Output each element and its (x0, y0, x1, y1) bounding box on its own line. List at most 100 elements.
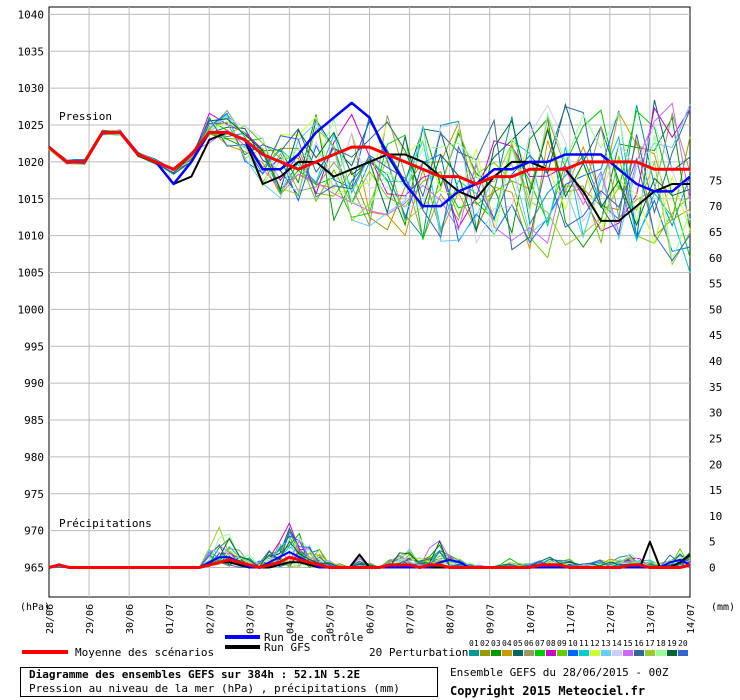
y-tick-label-left: 1000 (18, 303, 45, 316)
x-tick-label: 13/07 (646, 604, 657, 634)
y-tick-label-right: 65 (709, 226, 722, 239)
perturbation-legend-swatch (480, 650, 490, 656)
perturbation-legend-id: 14 (612, 639, 622, 648)
perturbation-legend-id: 18 (656, 639, 666, 648)
perturbation-legend-id: 03 (491, 639, 501, 648)
perturbation-legend: 01 02 03 04 05 06 07 08 09 10 11 12 13 14 15 16 17 18 19 20 (469, 639, 688, 656)
right-axis-unit: (mm) (711, 602, 735, 613)
x-tick-label: 14/07 (686, 604, 697, 634)
x-tick-label: 29/06 (85, 604, 96, 634)
perturbation-legend-swatch (634, 650, 644, 656)
x-tick-label: 08/07 (446, 604, 457, 634)
perturbation-legend-id: 19 (667, 639, 677, 648)
perturbation-legend-id: 11 (579, 639, 589, 648)
y-tick-label-right: 55 (709, 278, 722, 291)
x-tick-label: 12/07 (606, 604, 617, 634)
x-tick-label: 03/07 (245, 604, 256, 634)
main-series (48, 101, 691, 569)
legend-mean-label: Moyenne des scénarios (75, 646, 214, 659)
y-tick-label-right: 15 (709, 484, 722, 497)
y-tick-label-right: 5 (709, 536, 716, 549)
y-tick-label-right: 10 (709, 510, 722, 523)
x-tick-label: 01/07 (165, 604, 176, 634)
y-tick-label-left: 995 (24, 340, 44, 353)
x-tick-label: 06/07 (366, 604, 377, 634)
perturbation-legend-id: 08 (546, 639, 556, 648)
y-tick-label-right: 70 (709, 200, 722, 213)
perturbation-legend-id: 12 (590, 639, 600, 648)
x-tick-label: 02/07 (205, 604, 216, 634)
y-tick-label-left: 965 (24, 562, 44, 575)
y-tick-label-left: 980 (24, 451, 44, 464)
y-tick-label-left: 1010 (18, 230, 45, 243)
chart-title: Diagramme des ensembles GEFS sur 384h : … (29, 668, 361, 681)
legend-gfs-label: Run GFS (264, 641, 310, 654)
y-tick-label-right: 30 (709, 407, 722, 420)
y-tick-label-left: 985 (24, 414, 44, 427)
x-tick-label: 11/07 (566, 604, 577, 634)
legend-control-label: Run de contrôle (264, 631, 363, 644)
y-tick-label-right: 45 (709, 329, 722, 342)
y-tick-label-left: 1040 (18, 8, 45, 21)
perturbation-legend-id: 16 (634, 639, 644, 648)
legend: Run de contrôle Run GFS Moyenne des scén… (22, 631, 688, 659)
x-tick-label: 28/06 (45, 604, 56, 634)
perturbation-legend-swatch (502, 650, 512, 656)
y-tick-label-right: 25 (709, 432, 722, 445)
y-tick-label-right: 60 (709, 252, 722, 265)
perturbation-legend-swatch (557, 650, 567, 656)
perturbation-legend-swatch (579, 650, 589, 656)
perturbation-legend-swatch (645, 650, 655, 656)
y-tick-label-left: 1035 (18, 45, 45, 58)
x-tick-label: 10/07 (526, 604, 537, 634)
perturbation-legend-id: 20 (678, 639, 688, 648)
perturbation-legend-swatch (623, 650, 633, 656)
y-tick-label-left: 1005 (18, 267, 45, 280)
perturbation-legend-swatch (491, 650, 501, 656)
x-tick-label: 04/07 (285, 604, 296, 634)
x-axis-ticks: 28/06 29/06 30/06 01/07 02/07 03/07 04/07 05/07… (45, 604, 697, 634)
perturbation-legend-id: 07 (535, 639, 545, 648)
perturbation-legend-swatch (513, 650, 523, 656)
y-tick-label-right: 50 (709, 303, 722, 316)
y-tick-label-right: 75 (709, 174, 722, 187)
y-tick-label-left: 1030 (18, 82, 45, 95)
perturbation-legend-id: 04 (502, 639, 512, 648)
perturbation-legend-id: 01 (469, 639, 479, 648)
y-tick-label-right: 35 (709, 381, 722, 394)
info-box: Diagramme des ensembles GEFS sur 384h : … (20, 667, 438, 697)
pressure-label: Pression (59, 110, 112, 123)
ensemble-chart: 1040103510301025102010151010100510009959… (17, 6, 736, 659)
perturbation-legend-swatch (656, 650, 666, 656)
mean-precip-line (48, 555, 691, 569)
legend-perturbations-label: 20 Perturbations (369, 646, 475, 659)
y-tick-label-left: 1020 (18, 156, 45, 169)
y-axis-ticks: 1040103510301025102010151010100510009959… (18, 8, 723, 574)
perturbation-legend-swatch (667, 650, 677, 656)
perturbation-legend-swatch (612, 650, 622, 656)
y-tick-label-left: 1015 (18, 193, 45, 206)
perturbation-legend-swatch (568, 650, 578, 656)
y-tick-label-right: 20 (709, 458, 722, 471)
x-tick-label: 05/07 (325, 604, 336, 634)
perturbation-legend-swatch (590, 650, 600, 656)
y-tick-label-left: 990 (24, 377, 44, 390)
x-tick-label: 09/07 (486, 604, 497, 634)
perturbation-legend-id: 09 (557, 639, 567, 648)
x-tick-label: 07/07 (406, 604, 417, 634)
copyright: Copyright 2015 Meteociel.fr (450, 684, 646, 698)
perturbation-legend-swatch (469, 650, 479, 656)
perturbation-legend-id: 02 (480, 639, 490, 648)
perturbation-legend-id: 05 (513, 639, 523, 648)
y-tick-label-left: 975 (24, 488, 44, 501)
perturbation-legend-swatch (524, 650, 534, 656)
mean-pressure-line (48, 130, 690, 186)
perturbation-legend-id: 17 (645, 639, 655, 648)
precipitation-label: Précipitations (59, 517, 152, 530)
chart-subtitle: Pression au niveau de la mer (hPa) , pré… (29, 682, 400, 695)
perturbation-legend-swatch (678, 650, 688, 656)
perturbation-legend-swatch (601, 650, 611, 656)
y-tick-label-right: 40 (709, 355, 722, 368)
left-axis-unit: (hPa) (20, 602, 50, 613)
perturbation-legend-swatch (546, 650, 556, 656)
